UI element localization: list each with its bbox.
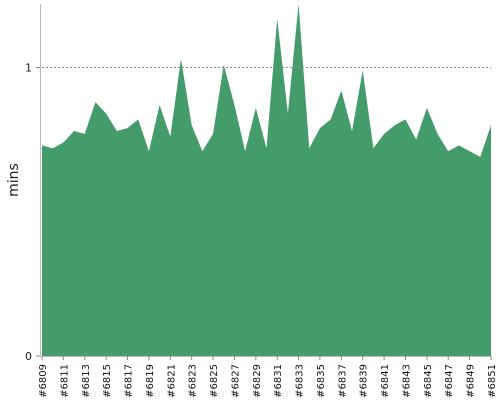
y-axis-label: mins [6, 163, 22, 197]
x-tick-label: #6851 [487, 364, 498, 398]
x-tick-label: #6839 [359, 364, 370, 398]
x-tick-label: #6821 [166, 364, 177, 398]
x-tick-label: #6823 [188, 364, 199, 398]
x-tick-label: #6811 [59, 364, 70, 398]
x-tick-label: #6843 [401, 364, 412, 398]
series-area [42, 4, 491, 356]
plot-area [42, 4, 491, 356]
x-tick-label: #6847 [444, 364, 455, 398]
x-tick-label: #6825 [209, 364, 220, 398]
x-tick-label: #6809 [38, 364, 49, 398]
y-axis: 01 [25, 4, 41, 363]
y-tick-label: 0 [25, 350, 32, 363]
x-tick-label: #6813 [81, 364, 92, 398]
x-tick-label: #6819 [145, 364, 156, 398]
x-tick-label: #6845 [423, 364, 434, 398]
x-tick-label: #6835 [316, 364, 327, 398]
x-axis: #6809 #6811 #6813 #6815 #6817 #6819 #6821 #6823… [38, 356, 498, 398]
x-tick-label: #6829 [252, 364, 263, 398]
x-tick-label: #6827 [230, 364, 241, 398]
x-tick-label: #6849 [466, 364, 477, 398]
x-tick-label: #6833 [295, 364, 306, 398]
x-tick-label: #6837 [337, 364, 348, 398]
x-tick-label: #6831 [273, 364, 284, 398]
y-tick-label: 1 [25, 61, 32, 74]
x-tick-label: #6815 [102, 364, 113, 398]
x-tick-label: #6817 [124, 364, 135, 398]
x-tick-label: #6841 [380, 364, 391, 398]
